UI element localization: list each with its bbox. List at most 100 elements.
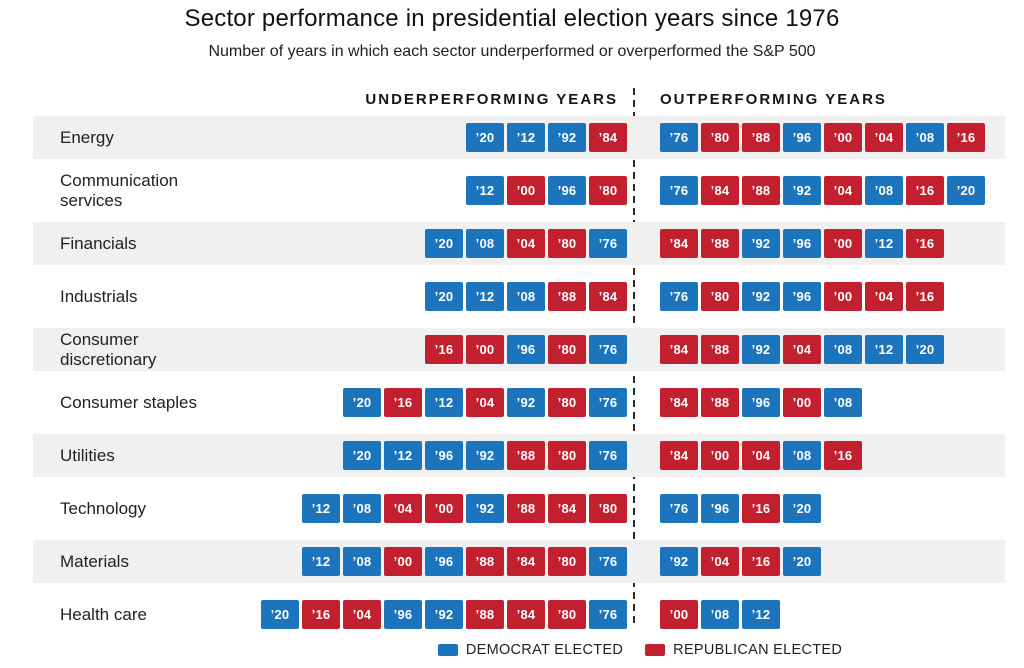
year-chip: ’16	[906, 229, 944, 258]
year-chip: ’96	[783, 229, 821, 258]
legend-label-republican: REPUBLICAN ELECTED	[673, 642, 843, 658]
year-chip: ’84	[548, 494, 586, 523]
year-chip: ’08	[824, 335, 862, 364]
sector-label: Industrials	[60, 286, 138, 306]
year-chip: ’12	[865, 335, 903, 364]
year-chip: ’12	[865, 229, 903, 258]
outperforming-years-header: OUTPERFORMING YEARS	[660, 91, 887, 108]
year-chip: ’04	[384, 494, 422, 523]
underperforming-cells: ’20’16’12’04’92’80’76	[233, 388, 627, 417]
year-chip: ’88	[742, 123, 780, 152]
underperforming-cells: ’12’08’04’00’92’88’84’80	[233, 494, 627, 523]
year-chip: ’88	[742, 176, 780, 205]
year-chip: ’00	[824, 123, 862, 152]
year-chip: ’88	[466, 600, 504, 629]
year-chip: ’16	[947, 123, 985, 152]
chart-subtitle: Number of years in which each sector und…	[208, 43, 816, 60]
year-chip: ’08	[906, 123, 944, 152]
year-chip: ’96	[425, 441, 463, 470]
underperforming-cells: ’12’08’00’96’88’84’80’76	[233, 547, 627, 576]
democrat-color-swatch	[437, 644, 458, 656]
year-chip: ’80	[548, 229, 586, 258]
sector-label: Communication services	[60, 170, 179, 210]
year-chip: ’80	[589, 494, 627, 523]
year-chip: ’92	[548, 123, 586, 152]
legend-item-republican: REPUBLICAN ELECTED	[645, 642, 842, 658]
outperforming-cells: ’76’96’16’20	[648, 494, 1005, 523]
year-chip: ’92	[742, 282, 780, 311]
sector-label: Financials	[60, 233, 137, 253]
year-chip: ’20	[343, 388, 381, 417]
year-chip: ’00	[824, 282, 862, 311]
year-chip: ’12	[466, 176, 504, 205]
year-chip: ’08	[783, 441, 821, 470]
year-chip: ’84	[660, 388, 698, 417]
sector-label: Materials	[60, 551, 129, 571]
year-chip: ’04	[824, 176, 862, 205]
chart-legend: DEMOCRAT ELECTED REPUBLICAN ELECTED	[256, 642, 1024, 658]
year-chip: ’12	[742, 600, 780, 629]
year-chip: ’96	[783, 123, 821, 152]
year-chip: ’96	[384, 600, 422, 629]
year-chip: ’92	[742, 229, 780, 258]
sector-row: Technology ’12’08’04’00’92’88’84’80 ’76’96…	[33, 487, 1005, 530]
year-chip: ’04	[865, 282, 903, 311]
year-chip: ’16	[742, 494, 780, 523]
year-chip: ’80	[701, 282, 739, 311]
year-chip: ’12	[507, 123, 545, 152]
year-chip: ’16	[906, 282, 944, 311]
year-chip: ’20	[906, 335, 944, 364]
year-chip: ’20	[425, 282, 463, 311]
sector-rows: Energy ’20’12’92’84’76’80’88’96’00’04’08’…	[33, 116, 1005, 646]
underperforming-cells: ’20’12’92’84	[233, 123, 627, 152]
outperforming-cells: ’84’88’92’04’08’12’20	[648, 335, 1005, 364]
year-chip: ’20	[947, 176, 985, 205]
year-chip: ’20	[466, 123, 504, 152]
sector-label: Utilities	[60, 445, 115, 465]
year-chip: ’88	[507, 441, 545, 470]
year-chip: ’88	[701, 335, 739, 364]
year-chip: ’84	[507, 547, 545, 576]
sector-label: Health care	[60, 604, 147, 624]
sector-label: Energy	[60, 127, 114, 147]
year-chip: ’00	[384, 547, 422, 576]
year-chip: ’76	[660, 176, 698, 205]
underperforming-cells: ’20’12’96’92’88’80’76	[233, 441, 627, 470]
year-chip: ’08	[507, 282, 545, 311]
sector-row: Utilities ’20’12’96’92’88’80’76 ’84’00’04’…	[33, 434, 1005, 477]
year-chip: ’88	[701, 388, 739, 417]
year-chip: ’84	[589, 123, 627, 152]
year-chip: ’96	[425, 547, 463, 576]
year-chip: ’92	[507, 388, 545, 417]
year-chip: ’76	[660, 123, 698, 152]
outperforming-cells: ’84’88’92’96’00’12’16	[648, 229, 1005, 258]
year-chip: ’76	[589, 229, 627, 258]
year-chip: ’88	[548, 282, 586, 311]
year-chip: ’96	[742, 388, 780, 417]
year-chip: ’16	[302, 600, 340, 629]
column-headers: UNDERPERFORMING YEARS OUTPERFORMING YEAR…	[33, 91, 1005, 109]
year-chip: ’96	[701, 494, 739, 523]
year-chip: ’16	[742, 547, 780, 576]
year-chip: ’08	[343, 494, 381, 523]
legend-label-democrat: DEMOCRAT ELECTED	[465, 642, 624, 658]
year-chip: ’00	[507, 176, 545, 205]
year-chip: ’04	[507, 229, 545, 258]
year-chip: ’84	[589, 282, 627, 311]
outperforming-cells: ’84’00’04’08’16	[648, 441, 1005, 470]
year-chip: ’12	[425, 388, 463, 417]
sector-row: Consumer discretionary ’16’00’96’80’76 ’84…	[33, 328, 1005, 371]
year-chip: ’00	[660, 600, 698, 629]
year-chip: ’92	[466, 494, 504, 523]
underperforming-cells: ’20’08’04’80’76	[233, 229, 627, 258]
year-chip: ’84	[507, 600, 545, 629]
year-chip: ’76	[589, 388, 627, 417]
underperforming-years-header: UNDERPERFORMING YEARS	[365, 91, 618, 108]
year-chip: ’76	[660, 494, 698, 523]
year-chip: ’04	[865, 123, 903, 152]
year-chip: ’04	[343, 600, 381, 629]
year-chip: ’84	[660, 335, 698, 364]
year-chip: ’12	[302, 494, 340, 523]
year-chip: ’92	[466, 441, 504, 470]
year-chip: ’00	[701, 441, 739, 470]
